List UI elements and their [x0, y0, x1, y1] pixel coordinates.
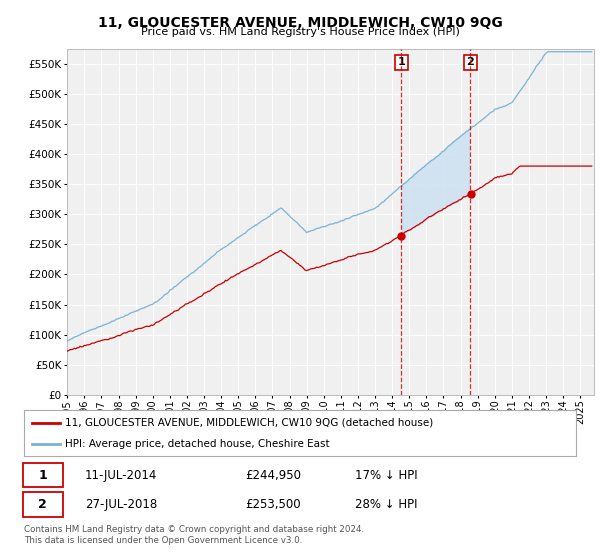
Text: £244,950: £244,950 [245, 469, 301, 482]
Text: 1: 1 [38, 469, 47, 482]
FancyBboxPatch shape [23, 463, 62, 487]
Text: 2: 2 [466, 57, 474, 67]
Text: 11, GLOUCESTER AVENUE, MIDDLEWICH, CW10 9QG: 11, GLOUCESTER AVENUE, MIDDLEWICH, CW10 … [98, 16, 502, 30]
Text: 11, GLOUCESTER AVENUE, MIDDLEWICH, CW10 9QG (detached house): 11, GLOUCESTER AVENUE, MIDDLEWICH, CW10 … [65, 418, 434, 428]
Text: £253,500: £253,500 [245, 498, 301, 511]
Text: 1: 1 [397, 57, 405, 67]
Text: Price paid vs. HM Land Registry's House Price Index (HPI): Price paid vs. HM Land Registry's House … [140, 27, 460, 37]
FancyBboxPatch shape [23, 492, 62, 517]
Text: 2: 2 [38, 498, 47, 511]
Text: 27-JUL-2018: 27-JUL-2018 [85, 498, 157, 511]
Text: 11-JUL-2014: 11-JUL-2014 [85, 469, 157, 482]
Text: 17% ↓ HPI: 17% ↓ HPI [355, 469, 418, 482]
Text: 28% ↓ HPI: 28% ↓ HPI [355, 498, 418, 511]
Text: HPI: Average price, detached house, Cheshire East: HPI: Average price, detached house, Ches… [65, 439, 330, 449]
Text: Contains HM Land Registry data © Crown copyright and database right 2024.
This d: Contains HM Land Registry data © Crown c… [24, 525, 364, 545]
